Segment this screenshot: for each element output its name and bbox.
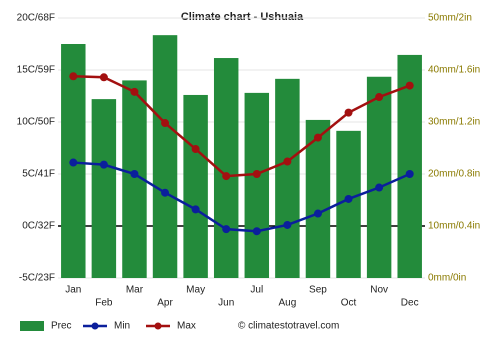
- point: [161, 188, 170, 197]
- point: [130, 87, 139, 96]
- y2-tick-label: 50mm/2in: [428, 13, 472, 24]
- x-tick-label: Dec: [401, 298, 419, 309]
- point: [191, 205, 200, 214]
- y-tick-label: 10C/50F: [17, 117, 55, 128]
- point: [405, 81, 414, 90]
- x-tick-label: Feb: [95, 298, 113, 309]
- y2-tick-label: 20mm/0.8in: [428, 169, 480, 180]
- point: [344, 194, 353, 203]
- point: [99, 160, 108, 169]
- x-tick-label: May: [186, 285, 205, 296]
- legend-swatch: [91, 322, 99, 330]
- bar: [183, 94, 208, 279]
- y2-tick-label: 30mm/1.2in: [428, 117, 480, 128]
- legend-label: Prec: [51, 321, 72, 332]
- bar: [244, 92, 270, 278]
- y-tick-label: -5C/23F: [19, 273, 55, 284]
- bar: [275, 78, 300, 278]
- point: [252, 170, 261, 178]
- point: [222, 225, 231, 234]
- bar: [366, 76, 392, 278]
- point: [161, 119, 170, 128]
- credit[interactable]: © climatestotravel.com: [238, 321, 339, 332]
- legend-swatch: [154, 322, 162, 330]
- bar: [152, 35, 178, 278]
- point: [191, 145, 200, 154]
- bar: [91, 99, 117, 279]
- point: [252, 227, 261, 236]
- bar: [397, 54, 422, 278]
- x-tick-label: Jul: [250, 285, 263, 296]
- y2-tick-label: 0mm/0in: [428, 273, 466, 284]
- x-tick-label: Mar: [126, 285, 144, 296]
- legend-label: Min: [114, 321, 130, 332]
- line: [73, 74, 411, 178]
- legend-label: Max: [177, 321, 196, 332]
- y-tick-label: 20C/68F: [17, 13, 55, 24]
- x-tick-label: Nov: [370, 285, 388, 296]
- point: [99, 73, 108, 82]
- x-tick-label: Jun: [218, 298, 234, 309]
- point: [313, 209, 322, 218]
- point: [69, 72, 78, 81]
- x-tick-label: Aug: [278, 298, 296, 309]
- x-tick-label: Jan: [65, 285, 81, 296]
- y-tick-label: 0C/32F: [22, 221, 55, 232]
- x-tick-label: Sep: [309, 285, 327, 296]
- point: [405, 170, 414, 178]
- y2-tick-label: 10mm/0.4in: [428, 221, 480, 232]
- bar: [336, 130, 361, 278]
- point: [283, 220, 292, 229]
- point: [283, 157, 292, 166]
- point: [130, 170, 139, 178]
- x-tick-label: Apr: [157, 298, 173, 309]
- point: [313, 133, 322, 142]
- y2-tick-label: 40mm/1.6in: [428, 65, 480, 76]
- legend-swatch: [20, 321, 44, 331]
- point: [375, 183, 384, 192]
- x-tick-label: Oct: [341, 298, 357, 309]
- point: [344, 108, 353, 117]
- chart-title: Climate chart - Ushuaia: [181, 11, 304, 23]
- y-tick-label: 5C/41F: [22, 169, 55, 180]
- point: [375, 93, 384, 102]
- point: [222, 172, 231, 181]
- point: [69, 158, 78, 167]
- bar: [305, 119, 331, 278]
- line: [73, 161, 411, 233]
- y-tick-label: 15C/59F: [17, 65, 55, 76]
